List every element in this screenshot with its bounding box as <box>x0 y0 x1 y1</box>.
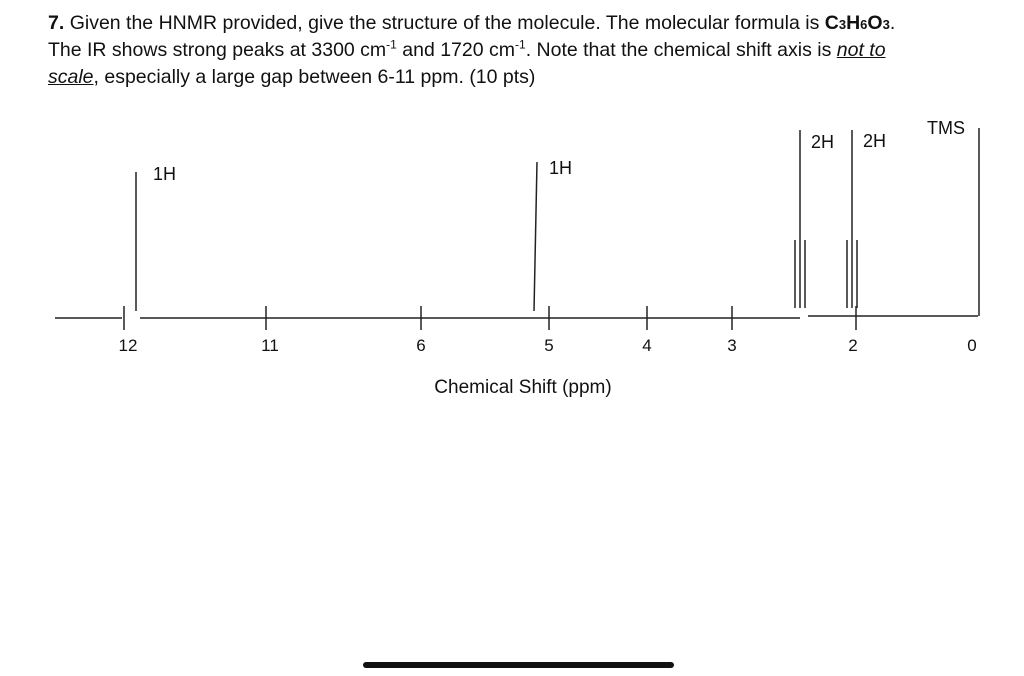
question-sentence-1: Given the HNMR provided, give the struct… <box>69 12 825 34</box>
tick-label-11: 11 <box>261 336 279 355</box>
integration-label-peak-1: 1H <box>153 164 176 184</box>
scale-underline: scale <box>48 66 94 88</box>
peak-alcohol-oh <box>533 161 538 312</box>
integration-label-peak-4: 2H <box>863 131 886 151</box>
question-number: 7. <box>48 12 65 34</box>
home-indicator-bar[interactable] <box>363 662 674 668</box>
tick-label-2: 2 <box>848 336 857 355</box>
x-axis-title: Chemical Shift (ppm) <box>434 377 611 398</box>
question-text: 7. Given the HNMR provided, give the str… <box>48 12 896 88</box>
tick-label-0: 0 <box>967 336 976 355</box>
tick-label-5: 5 <box>544 336 553 355</box>
tick-label-4: 4 <box>642 336 651 355</box>
tick-label-3: 3 <box>727 336 736 355</box>
question-sentence-2: The IR shows strong peaks at 3300 cm <box>48 39 387 61</box>
tick-label-12: 12 <box>119 336 138 355</box>
tick-label-6: 6 <box>416 336 425 355</box>
integration-label-peak-2: 1H <box>549 158 572 178</box>
integration-label-peak-3: 2H <box>811 132 834 152</box>
integration-label-tms: TMS <box>927 118 965 138</box>
not-to-scale-underline: not to <box>836 39 886 61</box>
molecular-formula: C3H6O3 <box>824 12 890 34</box>
